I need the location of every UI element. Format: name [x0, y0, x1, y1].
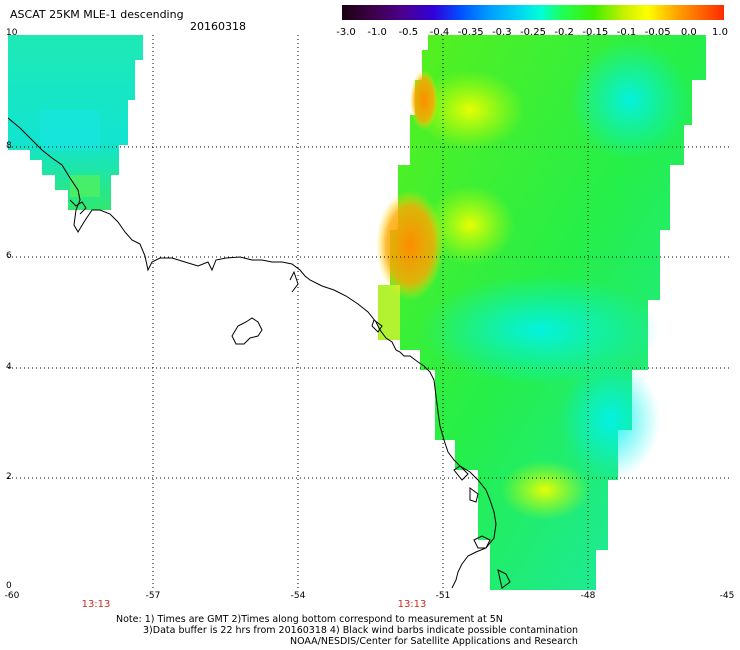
- lon-label-57: -57: [145, 591, 161, 601]
- lat-lon-grid: [8, 35, 732, 588]
- colorbar-label: -0.2: [554, 27, 574, 38]
- colorbar: [342, 5, 724, 20]
- lon-label-45: -45: [719, 591, 735, 601]
- colorbar-label: -0.3: [492, 27, 512, 38]
- lat-label-10: 10: [6, 28, 18, 38]
- lon-label-48: -48: [580, 591, 596, 601]
- colorbar-label: -0.25: [520, 27, 546, 38]
- lon-label-60: -60: [4, 591, 20, 601]
- colorbar-label: -0.4: [429, 27, 450, 38]
- pass-time-left: 13:13: [81, 599, 111, 610]
- colorbar-label: -0.5: [398, 27, 419, 38]
- colorbar-label: -0.05: [644, 27, 671, 38]
- colorbar-label: -0.15: [582, 27, 609, 38]
- note-line-1: Note: 1) Times are GMT 2)Times along bot…: [116, 614, 503, 625]
- lon-label-51: -51: [435, 591, 451, 601]
- note-line-3: NOAA/NESDIS/Center for Satellite Applica…: [290, 636, 578, 647]
- pass-time-right: 13:13: [397, 599, 427, 610]
- lat-label-0: 0: [6, 581, 12, 591]
- lat-label-8: 8: [6, 141, 12, 151]
- map-title: ASCAT 25KM MLE-1 descending: [10, 8, 184, 21]
- colorbar-label: 1.0: [712, 27, 728, 38]
- colorbar-label: -0.1: [616, 27, 637, 38]
- lat-label-6: 6: [6, 251, 12, 261]
- left-swath: [8, 35, 143, 210]
- colorbar-label: -0.35: [457, 27, 484, 38]
- colorbar-label: -3.0: [336, 27, 356, 38]
- map-date: 20160318: [190, 20, 246, 33]
- lat-label-4: 4: [6, 362, 12, 372]
- coastline: [7, 117, 511, 589]
- right-swath: [376, 35, 706, 590]
- lon-label-54: -54: [290, 591, 306, 601]
- note-line-2: 3)Data buffer is 22 hrs from 20160318 4)…: [143, 625, 579, 636]
- colorbar-label: 0.0: [680, 27, 697, 38]
- colorbar-label: -1.0: [367, 27, 387, 38]
- lat-label-2: 2: [6, 472, 12, 482]
